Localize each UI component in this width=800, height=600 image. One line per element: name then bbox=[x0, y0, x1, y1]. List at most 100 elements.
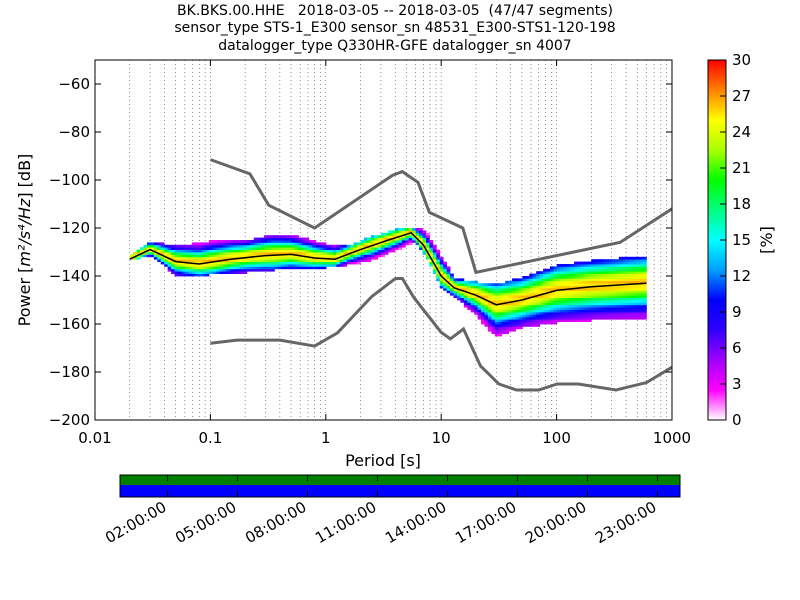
time-tick-label: 05:00:00 bbox=[172, 498, 239, 547]
histogram-cell bbox=[319, 242, 324, 246]
histogram-cell bbox=[598, 297, 603, 301]
histogram-cell bbox=[222, 240, 227, 243]
histogram-cell bbox=[181, 252, 186, 255]
histogram-cell bbox=[332, 259, 337, 262]
histogram-cell bbox=[518, 326, 523, 330]
histogram-cell bbox=[543, 273, 547, 277]
histogram-cell bbox=[580, 288, 585, 291]
histogram-cell bbox=[198, 256, 203, 260]
histogram-cell bbox=[532, 316, 537, 320]
histogram-cell bbox=[391, 230, 396, 234]
histogram-cell bbox=[270, 256, 275, 260]
histogram-cell bbox=[491, 297, 496, 301]
histogram-cell bbox=[153, 249, 158, 253]
histogram-cell bbox=[419, 232, 423, 236]
histogram-cell bbox=[339, 256, 344, 260]
histogram-cell bbox=[580, 300, 585, 303]
histogram-cell bbox=[346, 256, 351, 260]
histogram-cell bbox=[529, 302, 534, 306]
histogram-cell bbox=[574, 302, 578, 306]
histogram-cell bbox=[391, 244, 396, 248]
histogram-cell bbox=[191, 242, 196, 246]
histogram-cell bbox=[305, 264, 310, 267]
histogram-cell bbox=[460, 292, 465, 296]
histogram-cell bbox=[505, 280, 510, 284]
histogram-cell bbox=[284, 256, 289, 260]
histogram-cell bbox=[556, 288, 561, 291]
histogram-cell bbox=[553, 316, 558, 320]
histogram-cell bbox=[181, 244, 186, 248]
histogram-cell bbox=[391, 247, 396, 250]
histogram-cell bbox=[625, 266, 630, 270]
histogram-cell bbox=[487, 324, 492, 327]
histogram-cell bbox=[191, 259, 196, 262]
histogram-cell bbox=[491, 292, 496, 296]
histogram-cell bbox=[522, 280, 527, 284]
histogram-cell bbox=[536, 290, 541, 294]
histogram-cell bbox=[205, 242, 210, 246]
histogram-cell bbox=[539, 283, 544, 286]
histogram-cell bbox=[288, 256, 293, 260]
histogram-cell bbox=[491, 316, 496, 320]
histogram-cell bbox=[570, 276, 575, 279]
time-bar-coverage bbox=[120, 475, 680, 485]
histogram-cell bbox=[291, 235, 296, 238]
histogram-cell bbox=[370, 242, 375, 246]
histogram-cell bbox=[284, 247, 289, 250]
histogram-cell bbox=[446, 278, 451, 282]
histogram-cell bbox=[336, 261, 341, 265]
histogram-cell bbox=[618, 302, 623, 306]
histogram-cell bbox=[436, 256, 441, 260]
histogram-cell bbox=[350, 256, 355, 260]
histogram-cell bbox=[618, 316, 623, 320]
histogram-cell bbox=[505, 300, 510, 303]
histogram-cell bbox=[560, 316, 565, 320]
histogram-cell bbox=[233, 266, 237, 270]
histogram-cell bbox=[202, 252, 206, 255]
histogram-cell bbox=[357, 256, 361, 260]
histogram-cell bbox=[543, 304, 547, 308]
histogram-cell bbox=[146, 254, 151, 258]
histogram-cell bbox=[549, 321, 554, 325]
histogram-cell bbox=[274, 235, 279, 238]
histogram-cell bbox=[295, 249, 299, 253]
histogram-cell bbox=[357, 249, 361, 253]
histogram-cell bbox=[505, 292, 510, 296]
histogram-cell bbox=[422, 240, 427, 243]
histogram-cell bbox=[591, 290, 596, 294]
histogram-cell bbox=[415, 235, 420, 238]
histogram-cell bbox=[405, 242, 410, 246]
histogram-cell bbox=[594, 292, 599, 296]
histogram-cell bbox=[591, 307, 596, 310]
histogram-cell bbox=[470, 300, 475, 303]
histogram-cell bbox=[525, 304, 530, 308]
histogram-cell bbox=[470, 297, 475, 301]
histogram-cell bbox=[208, 271, 213, 274]
histogram-cell bbox=[522, 307, 527, 310]
histogram-cell bbox=[563, 283, 568, 286]
histogram-cell bbox=[525, 280, 530, 284]
histogram-cell bbox=[618, 288, 623, 291]
histogram-cell bbox=[329, 264, 334, 267]
histogram-cell bbox=[494, 328, 499, 332]
histogram-cell bbox=[481, 290, 485, 294]
histogram-cell bbox=[577, 314, 582, 318]
histogram-cell bbox=[267, 249, 272, 253]
histogram-cell bbox=[236, 242, 241, 246]
histogram-cell bbox=[332, 249, 337, 253]
histogram-cell bbox=[601, 304, 606, 308]
histogram-cell bbox=[439, 285, 444, 289]
histogram-cell bbox=[470, 309, 475, 313]
histogram-cell bbox=[508, 285, 513, 289]
time-bar: 02:00:00 05:00:00 08:00:00 11:00:00 14:00:00… bbox=[102, 474, 681, 547]
histogram-cell bbox=[481, 312, 485, 315]
histogram-cell bbox=[549, 309, 554, 313]
histogram-cell bbox=[598, 285, 603, 289]
title-line-1: BK.BKS.00.HHE 2018-03-05 -- 2018-03-05 (… bbox=[177, 3, 613, 19]
histogram-cell bbox=[288, 266, 293, 270]
histogram-cell bbox=[556, 268, 561, 272]
histogram-cell bbox=[491, 283, 496, 286]
histogram-cell bbox=[188, 256, 193, 260]
histogram-cell bbox=[594, 300, 599, 303]
histogram-cell bbox=[253, 244, 258, 248]
